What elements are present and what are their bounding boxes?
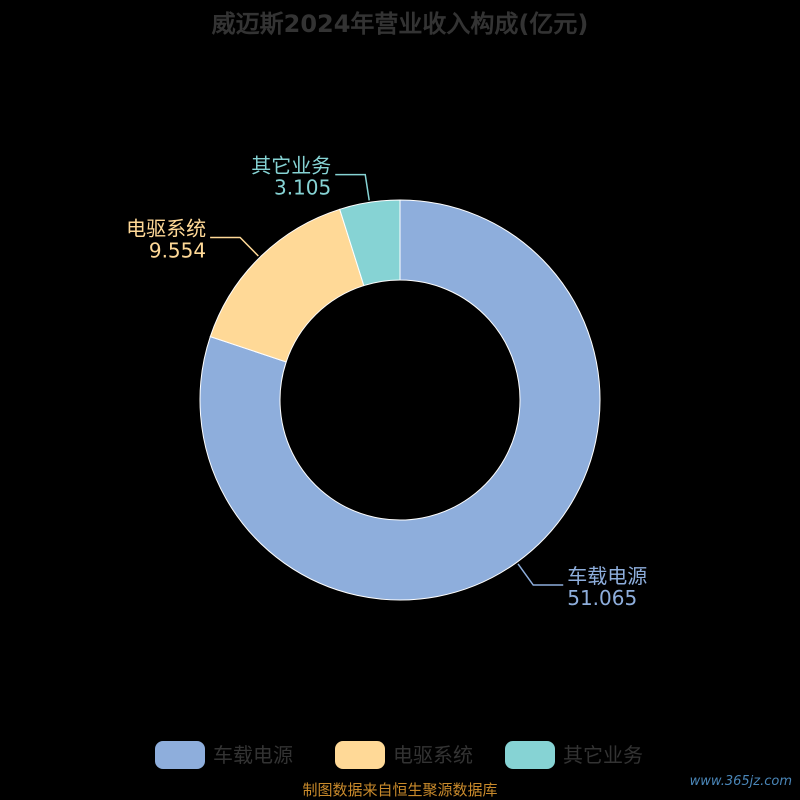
- legend-label-1[interactable]: 车载电源: [213, 743, 293, 767]
- slice-label-value-1: 51.065: [567, 586, 637, 610]
- slice-3: [339, 199, 401, 287]
- slice-label-value-3: 3.105: [274, 176, 331, 200]
- slice-label-name-1: 车载电源: [567, 564, 647, 588]
- leader-line-3: [335, 173, 370, 201]
- slice-label-value-2: 9.554: [149, 238, 206, 262]
- legend-label-2[interactable]: 电驱系统: [393, 743, 473, 767]
- slices-group: [199, 199, 601, 601]
- legend-swatch-3[interactable]: [505, 741, 555, 769]
- slice-1: [199, 199, 601, 601]
- slice-2: [209, 208, 365, 363]
- legend-swatch-2[interactable]: [335, 741, 385, 769]
- legend-label-3[interactable]: 其它业务: [563, 743, 643, 767]
- source-note: 制图数据来自恒生聚源数据库: [302, 781, 497, 799]
- legend-swatch-1[interactable]: [155, 741, 205, 769]
- leader-line-2: [210, 236, 259, 257]
- leader-line-1: [517, 563, 564, 586]
- watermark: www.365jz.com: [690, 774, 792, 789]
- chart-title: 威迈斯2024年营业收入构成(亿元): [212, 10, 589, 38]
- legend: 车载电源 电驱系统 其它业务: [155, 741, 643, 769]
- slice-label-name-3: 其它业务: [251, 154, 331, 178]
- slice-label-name-2: 电驱系统: [126, 216, 206, 240]
